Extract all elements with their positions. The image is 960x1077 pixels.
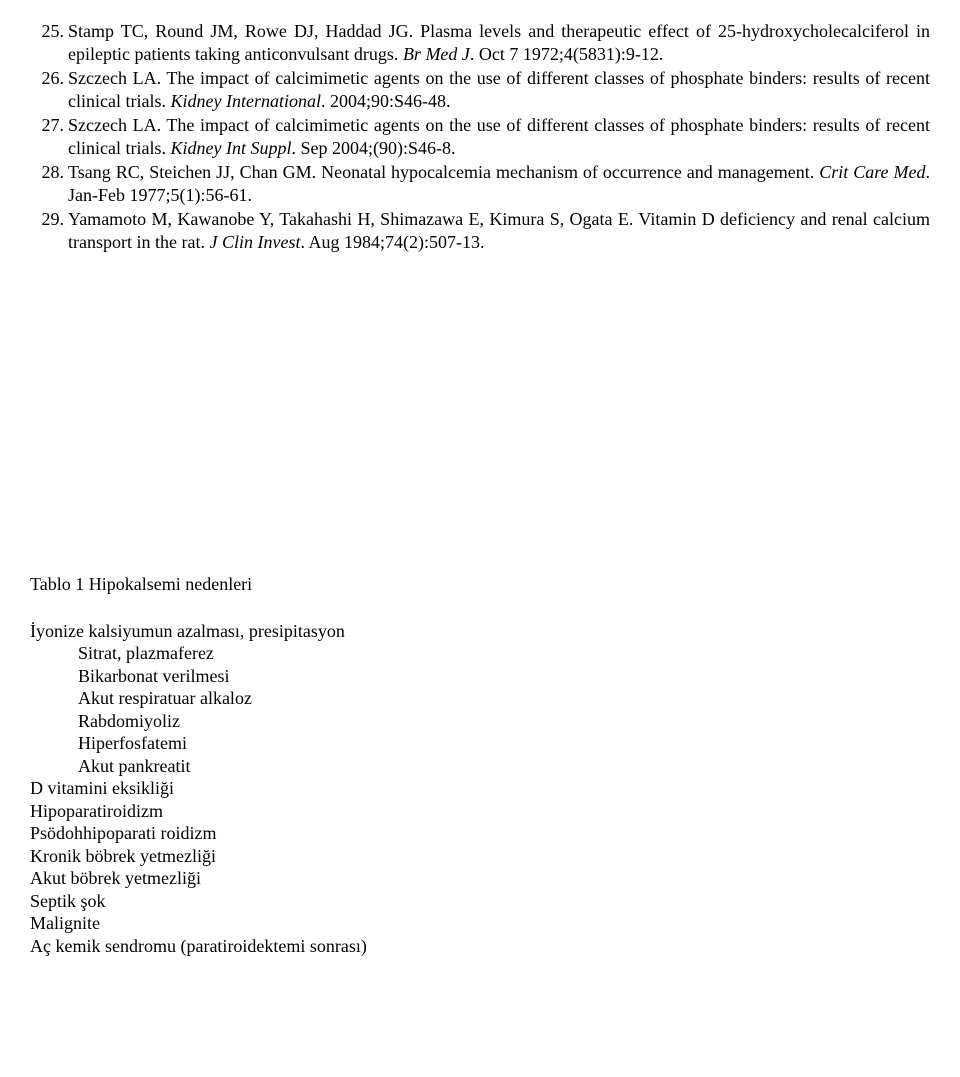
reference-item: 25.Stamp TC, Round JM, Rowe DJ, Haddad J…	[30, 20, 930, 65]
table-title: Tablo 1 Hipokalsemi nedenleri	[30, 573, 930, 596]
reference-item: 26.Szczech LA. The impact of calcimimeti…	[30, 67, 930, 112]
reference-item: 27.Szczech LA. The impact of calcimimeti…	[30, 114, 930, 159]
cause-heading: D vitamini eksikliği	[30, 777, 930, 800]
reference-number: 29.	[30, 208, 68, 253]
cause-sub-item: Bikarbonat verilmesi	[78, 665, 930, 688]
reference-number: 28.	[30, 161, 68, 206]
reference-text: Szczech LA. The impact of calcimimetic a…	[68, 114, 930, 159]
cause-sub-item: Sitrat, plazmaferez	[78, 642, 930, 665]
cause-list: İyonize kalsiyumun azalması, presipitasy…	[30, 620, 930, 958]
reference-text: Szczech LA. The impact of calcimimetic a…	[68, 67, 930, 112]
table-section: Tablo 1 Hipokalsemi nedenleri İyonize ka…	[30, 573, 930, 957]
reference-number: 27.	[30, 114, 68, 159]
cause-sub-item: Akut respiratuar alkaloz	[78, 687, 930, 710]
cause-heading: Kronik böbrek yetmezliği	[30, 845, 930, 868]
reference-item: 29.Yamamoto M, Kawanobe Y, Takahashi H, …	[30, 208, 930, 253]
reference-text: Yamamoto M, Kawanobe Y, Takahashi H, Shi…	[68, 208, 930, 253]
reference-text: Tsang RC, Steichen JJ, Chan GM. Neonatal…	[68, 161, 930, 206]
reference-item: 28.Tsang RC, Steichen JJ, Chan GM. Neona…	[30, 161, 930, 206]
cause-heading: Malignite	[30, 912, 930, 935]
cause-heading: Septik şok	[30, 890, 930, 913]
cause-heading: İyonize kalsiyumun azalması, presipitasy…	[30, 620, 930, 643]
reference-text: Stamp TC, Round JM, Rowe DJ, Haddad JG. …	[68, 20, 930, 65]
reference-list: 25.Stamp TC, Round JM, Rowe DJ, Haddad J…	[30, 20, 930, 253]
cause-heading: Hipoparatiroidizm	[30, 800, 930, 823]
cause-sub-item: Akut pankreatit	[78, 755, 930, 778]
cause-sub-item: Hiperfosfatemi	[78, 732, 930, 755]
cause-heading: Aç kemik sendromu (paratiroidektemi sonr…	[30, 935, 930, 958]
cause-heading: Psödohhipoparati roidizm	[30, 822, 930, 845]
reference-number: 25.	[30, 20, 68, 65]
cause-sub-item: Rabdomiyoliz	[78, 710, 930, 733]
cause-heading: Akut böbrek yetmezliği	[30, 867, 930, 890]
reference-number: 26.	[30, 67, 68, 112]
